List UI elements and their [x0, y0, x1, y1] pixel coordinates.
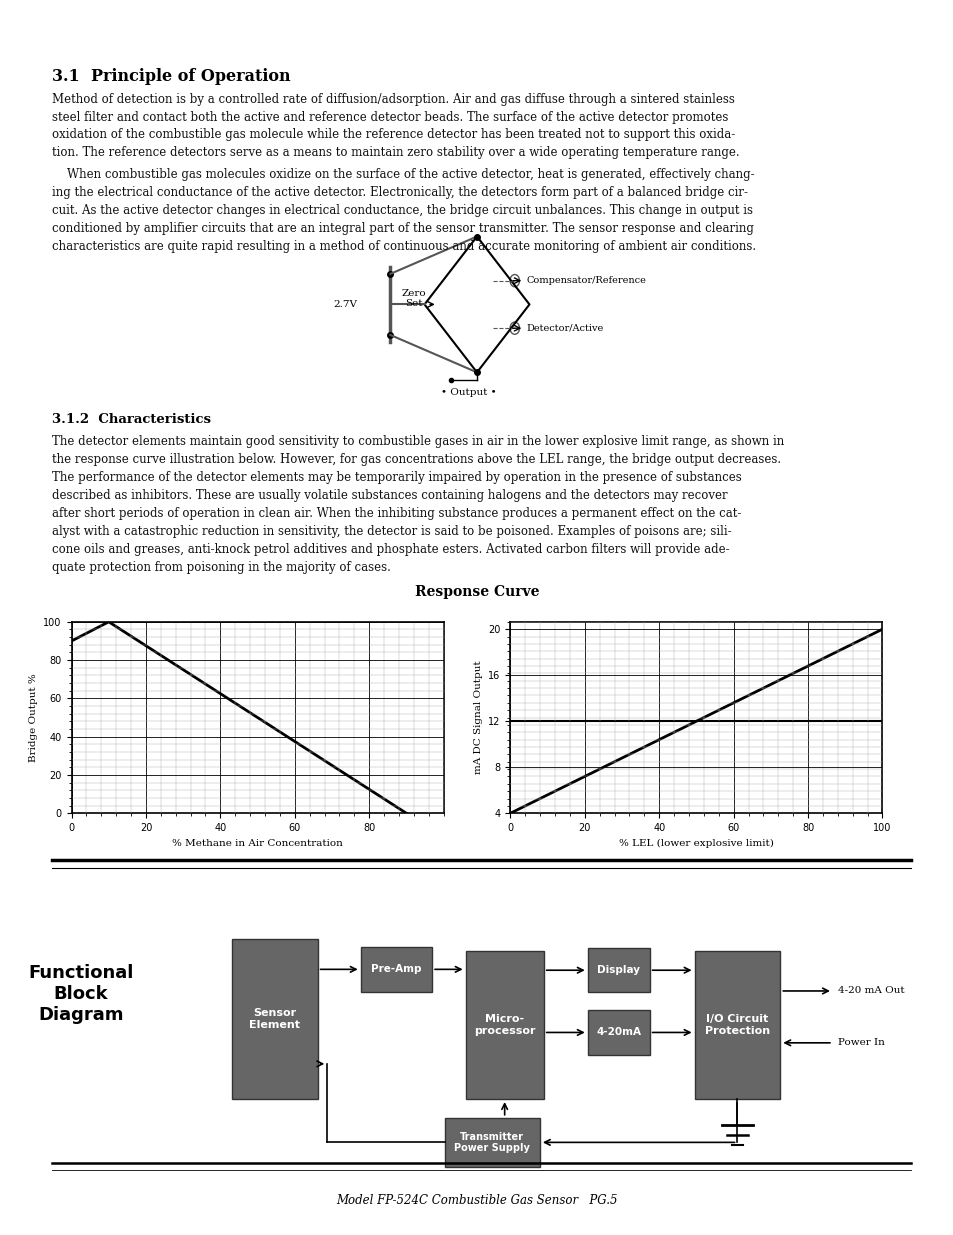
- X-axis label: % Methane in Air Concentration: % Methane in Air Concentration: [172, 839, 343, 847]
- Text: cuit. As the active detector changes in electrical conductance, the bridge circu: cuit. As the active detector changes in …: [52, 204, 753, 217]
- Text: Power In: Power In: [837, 1039, 883, 1047]
- Text: oxidation of the combustible gas molecule while the reference detector has been : oxidation of the combustible gas molecul…: [52, 128, 735, 142]
- Text: ing the electrical conductance of the active detector. Electronically, the detec: ing the electrical conductance of the ac…: [52, 185, 748, 199]
- Text: Detector/Active: Detector/Active: [526, 324, 603, 332]
- FancyBboxPatch shape: [587, 948, 649, 993]
- Text: Pre-Amp: Pre-Amp: [371, 965, 421, 974]
- Text: tion. The reference detectors serve as a means to maintain zero stability over a: tion. The reference detectors serve as a…: [52, 146, 740, 159]
- FancyBboxPatch shape: [360, 947, 432, 992]
- Text: The performance of the detector elements may be temporarily impaired by operatio: The performance of the detector elements…: [52, 471, 741, 484]
- Text: Model FP-524C Combustible Gas Sensor   PG.5: Model FP-524C Combustible Gas Sensor PG.…: [335, 1194, 618, 1207]
- Text: after short periods of operation in clean air. When the inhibiting substance pro: after short periods of operation in clea…: [52, 506, 741, 520]
- Text: alyst with a catastrophic reduction in sensitivity, the detector is said to be p: alyst with a catastrophic reduction in s…: [52, 525, 731, 538]
- Y-axis label: mA DC Signal Output: mA DC Signal Output: [474, 661, 482, 774]
- Text: 4-20 mA Out: 4-20 mA Out: [837, 987, 903, 995]
- Text: • Output •: • Output •: [441, 388, 497, 398]
- FancyBboxPatch shape: [694, 951, 780, 1099]
- Text: described as inhibitors. These are usually volatile substances containing haloge: described as inhibitors. These are usual…: [52, 489, 727, 503]
- Text: Transmitter
Power Supply: Transmitter Power Supply: [454, 1131, 530, 1153]
- Text: Display: Display: [597, 966, 639, 976]
- Text: 2.7V: 2.7V: [333, 300, 356, 309]
- Text: characteristics are quite rapid resulting in a method of continuous and accurate: characteristics are quite rapid resultin…: [52, 240, 756, 253]
- Text: Zero
Set: Zero Set: [401, 289, 426, 308]
- X-axis label: % LEL (lower explosive limit): % LEL (lower explosive limit): [618, 839, 773, 847]
- Text: Micro-
processor: Micro- processor: [474, 1014, 535, 1036]
- Text: conditioned by amplifier circuits that are an integral part of the sensor transm: conditioned by amplifier circuits that a…: [52, 221, 754, 235]
- Text: Response Curve: Response Curve: [415, 584, 538, 599]
- FancyBboxPatch shape: [587, 1010, 649, 1055]
- FancyBboxPatch shape: [444, 1118, 539, 1167]
- FancyBboxPatch shape: [465, 951, 543, 1099]
- Text: Functional
Block
Diagram: Functional Block Diagram: [29, 965, 133, 1024]
- Text: quate protection from poisoning in the majority of cases.: quate protection from poisoning in the m…: [52, 561, 391, 574]
- Text: 3.1.2  Characteristics: 3.1.2 Characteristics: [52, 412, 212, 426]
- Y-axis label: Bridge Output %: Bridge Output %: [29, 673, 38, 762]
- Text: The detector elements maintain good sensitivity to combustible gases in air in t: The detector elements maintain good sens…: [52, 435, 784, 448]
- Text: the response curve illustration below. However, for gas concentrations above the: the response curve illustration below. H…: [52, 453, 781, 467]
- Text: steel filter and contact both the active and reference detector beads. The surfa: steel filter and contact both the active…: [52, 110, 728, 124]
- Text: Method of detection is by a controlled rate of diffusion/adsorption. Air and gas: Method of detection is by a controlled r…: [52, 93, 735, 106]
- Text: cone oils and greases, anti-knock petrol additives and phosphate esters. Activat: cone oils and greases, anti-knock petrol…: [52, 542, 729, 556]
- Text: I/O Circuit
Protection: I/O Circuit Protection: [704, 1014, 769, 1036]
- Text: When combustible gas molecules oxidize on the surface of the active detector, he: When combustible gas molecules oxidize o…: [52, 168, 755, 182]
- Text: Compensator/Reference: Compensator/Reference: [526, 277, 646, 285]
- Text: 3.1  Principle of Operation: 3.1 Principle of Operation: [52, 68, 291, 85]
- FancyBboxPatch shape: [232, 939, 317, 1099]
- Text: Sensor
Element: Sensor Element: [249, 1008, 300, 1030]
- Text: 4-20mA: 4-20mA: [596, 1028, 640, 1037]
